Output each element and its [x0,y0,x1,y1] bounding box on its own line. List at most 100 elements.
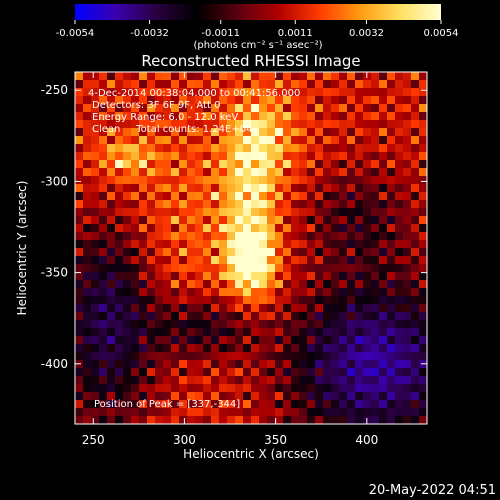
heatmap-cell [171,320,180,329]
heatmap-cell [203,336,212,345]
heatmap-cell [355,136,364,145]
heatmap-cell [123,288,132,297]
heatmap-cell [147,152,156,161]
heatmap-cell [163,168,172,177]
heatmap-cell [203,248,212,257]
heatmap-cell [75,112,84,121]
heatmap-cell [75,88,84,97]
heatmap-cell [131,272,140,281]
heatmap-cell [163,184,172,193]
heatmap-cell [283,336,292,345]
heatmap-cell [107,392,116,401]
heatmap-cell [323,344,332,353]
heatmap-cell [323,280,332,289]
heatmap-cell [243,328,252,337]
heatmap-cell [235,264,244,273]
heatmap-cell [115,112,124,121]
heatmap-cell [195,176,204,185]
heatmap-cell [155,376,164,385]
heatmap-cell [307,168,316,177]
heatmap-cell [235,304,244,313]
heatmap-cell [195,248,204,257]
heatmap-cell [387,192,396,201]
heatmap-cell [123,280,132,289]
heatmap-cell [371,72,380,81]
heatmap-cell [339,304,348,313]
heatmap-cell [403,336,412,345]
heatmap-cell [195,80,204,89]
heatmap-cell [331,416,340,424]
heatmap-cell [371,376,380,385]
heatmap-cell [419,160,427,169]
heatmap-cell [235,336,244,345]
heatmap-cell [91,200,100,209]
heatmap-cell [339,416,348,424]
heatmap-cell [107,352,116,361]
heatmap-cell [371,312,380,321]
heatmap-cell [251,104,260,113]
heatmap-cell [99,80,108,89]
heatmap-cell [139,80,148,89]
heatmap-cell [259,296,268,305]
heatmap-cell [155,312,164,321]
heatmap-cell [91,112,100,121]
heatmap-cell [155,128,164,137]
heatmap-cell [75,312,84,321]
heatmap-cell [275,192,284,201]
heatmap-cell [147,384,156,393]
heatmap-cell [387,392,396,401]
heatmap-cell [227,264,236,273]
heatmap-cell [347,96,356,105]
footer-date: 20-May-2022 04:51 [369,483,496,498]
heatmap-cell [123,128,132,137]
heatmap-cell [163,400,172,409]
heatmap-cell [235,352,244,361]
heatmap-cell [259,264,268,273]
heatmap-cell [227,312,236,321]
heatmap-cell [131,336,140,345]
heatmap-cell [75,144,84,153]
heatmap-cell [91,152,100,161]
heatmap-cell [187,312,196,321]
heatmap-cell [267,392,276,401]
heatmap-cell [355,408,364,417]
heatmap-cell [339,240,348,249]
heatmap-cell [291,400,300,409]
heatmap-cell [395,304,404,313]
heatmap-cell [387,208,396,217]
heatmap-cell [139,88,148,97]
heatmap-cell [211,208,220,217]
heatmap-cell [115,72,124,81]
heatmap-cell [155,160,164,169]
heatmap-cell [395,208,404,217]
heatmap-cell [163,208,172,217]
heatmap-cell [395,344,404,353]
heatmap-cell [363,264,372,273]
heatmap-cell [219,152,228,161]
heatmap-cell [259,312,268,321]
heatmap-cell [283,72,292,81]
heatmap-cell [323,208,332,217]
heatmap-cell [171,256,180,265]
heatmap-cell [339,384,348,393]
heatmap-cell [203,128,212,137]
heatmap-cell [315,216,324,225]
heatmap-cell [75,280,84,289]
heatmap-cell [307,360,316,369]
heatmap-cell [251,256,260,265]
heatmap-cell [347,200,356,209]
heatmap-cell [355,248,364,257]
heatmap-cell [91,384,100,393]
heatmap-cell [355,288,364,297]
heatmap-cell [339,400,348,409]
heatmap-cell [243,256,252,265]
heatmap-cell [83,232,92,241]
heatmap-cell [283,208,292,217]
heatmap-cell [227,384,236,393]
heatmap-cell [299,408,308,417]
heatmap-cell [147,72,156,81]
heatmap-cell [219,264,228,273]
heatmap-cell [419,192,427,201]
heatmap-cell [307,264,316,273]
heatmap-cell [363,288,372,297]
